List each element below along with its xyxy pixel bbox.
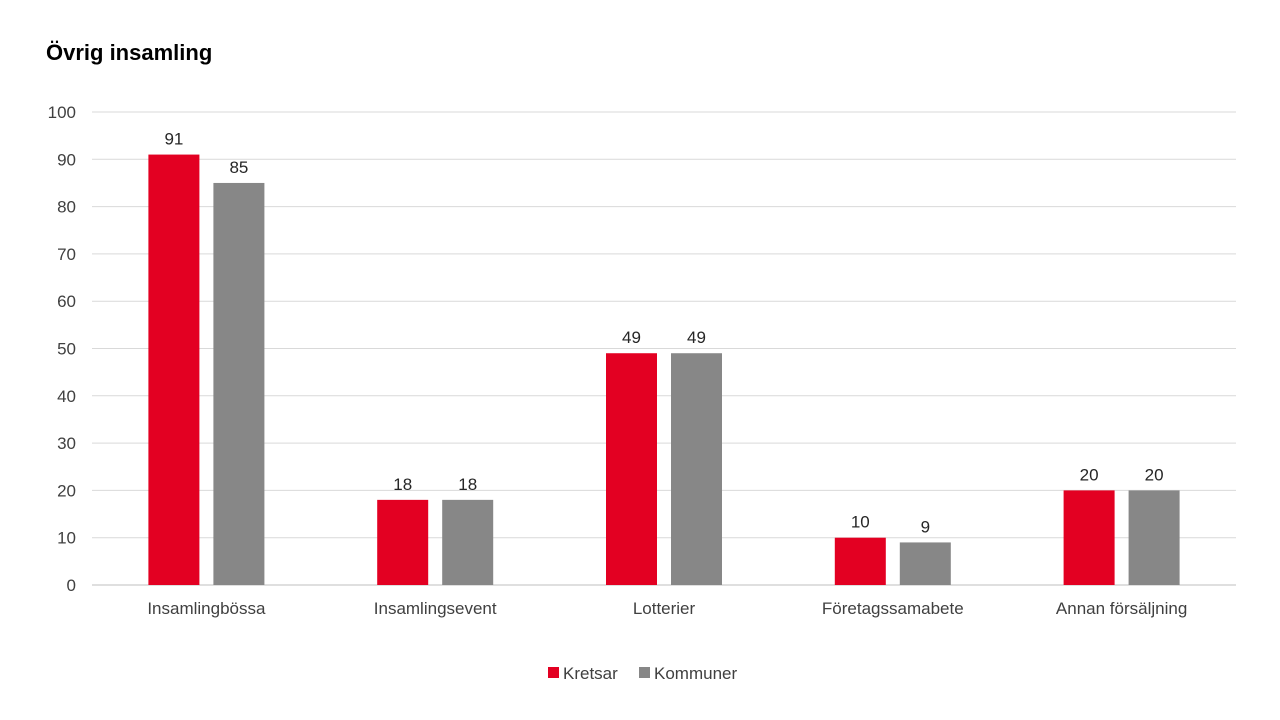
y-tick-label: 30	[57, 434, 76, 453]
y-axis: 0 10 20 30 40 50 60 70 80 90 100	[48, 103, 76, 595]
legend-swatch-kommuner	[639, 667, 650, 678]
data-label: 20	[1145, 465, 1164, 484]
legend-label-kommuner: Kommuner	[654, 664, 737, 683]
x-tick-label: Företagssamabete	[822, 599, 964, 618]
x-axis: Insamlingbössa Insamlingsevent Lotterier Fö…	[147, 599, 1187, 618]
y-tick-label: 0	[67, 576, 76, 595]
bars	[148, 154, 1180, 585]
x-tick-label: Insamlingsevent	[374, 599, 497, 618]
bar-kommuner-2	[671, 353, 722, 585]
data-label: 18	[393, 475, 412, 494]
legend-swatch-kretsar	[548, 667, 559, 678]
x-tick-label: Annan försäljning	[1056, 599, 1187, 618]
bar-kretsar-3	[834, 537, 886, 585]
legend-label-kretsar: Kretsar	[563, 664, 618, 683]
data-labels: 91 85 18 18 49 49 10 9 20 20	[164, 130, 1163, 537]
gridlines	[92, 111, 1236, 586]
bar-kretsar-1	[377, 499, 429, 585]
bar-kommuner-3	[899, 542, 951, 585]
x-tick-label: Insamlingbössa	[147, 599, 266, 618]
y-tick-label: 60	[57, 292, 76, 311]
y-tick-label: 20	[57, 481, 76, 500]
y-tick-label: 10	[57, 529, 76, 548]
y-tick-label: 50	[57, 340, 76, 359]
data-label: 10	[851, 513, 870, 532]
chart-title: Övrig insamling	[46, 40, 213, 65]
x-tick-label: Lotterier	[633, 599, 696, 618]
data-label: 18	[458, 475, 477, 494]
data-label: 91	[164, 130, 183, 149]
data-label: 49	[622, 328, 641, 347]
bar-kommuner-0	[213, 182, 265, 585]
y-tick-label: 100	[48, 103, 76, 122]
data-label: 9	[921, 517, 930, 536]
data-label: 49	[687, 328, 706, 347]
y-tick-label: 90	[57, 150, 76, 169]
legend: Kretsar Kommuner	[548, 664, 737, 683]
y-tick-label: 40	[57, 387, 76, 406]
bar-kommuner-4	[1128, 490, 1180, 585]
y-tick-label: 70	[57, 245, 76, 264]
bar-kretsar-4	[1063, 490, 1115, 585]
y-tick-label: 80	[57, 198, 76, 217]
data-label: 85	[229, 158, 248, 177]
bar-kretsar-0	[148, 154, 200, 585]
bar-kretsar-2	[606, 353, 657, 585]
data-label: 20	[1080, 465, 1099, 484]
bar-kommuner-1	[442, 499, 494, 585]
